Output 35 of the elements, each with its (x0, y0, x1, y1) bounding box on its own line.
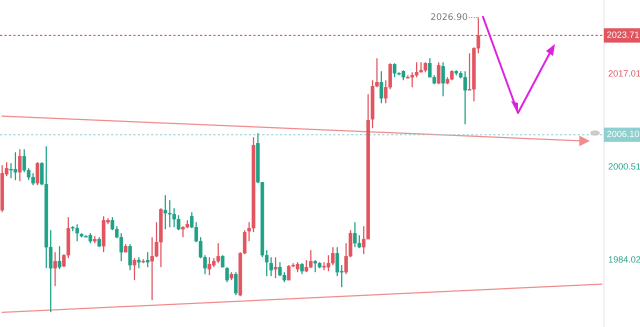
candlestick (441, 62, 445, 97)
y-tick-label: 2000.51 (608, 163, 640, 170)
candlestick (132, 258, 136, 281)
candlestick (300, 262, 304, 275)
candlestick (274, 256, 278, 279)
candlestick (168, 200, 172, 228)
ref-line-label: 2006.10 (607, 130, 640, 138)
candlestick (463, 70, 467, 125)
annotation: 2026.90 (431, 13, 468, 20)
candlestick (208, 256, 212, 276)
candlestick (335, 246, 340, 277)
candlestick (410, 72, 414, 88)
candlestick (286, 264, 291, 281)
candlestick (97, 236, 101, 248)
candlestick (164, 194, 168, 230)
candlestick (353, 222, 357, 248)
y-tick-label: 2017.01 (608, 70, 640, 77)
candlestick (436, 62, 440, 85)
candlestick (137, 256, 141, 269)
candlestick (36, 162, 40, 186)
candlestick (225, 266, 229, 283)
candlestick (220, 254, 224, 268)
candlestick (53, 252, 57, 287)
candlestick (18, 148, 22, 182)
candlestick (216, 242, 220, 264)
ref-line-label: 2023.71 (607, 31, 639, 38)
candlestick (380, 70, 384, 104)
candlestick (146, 252, 150, 268)
candlestick (119, 232, 124, 262)
candlestick (234, 272, 238, 296)
candlestick (313, 260, 318, 273)
candlestick (128, 244, 132, 271)
candlestick (296, 262, 300, 273)
candlestick (58, 246, 62, 270)
y-tick-label: 1984.02 (608, 256, 640, 263)
